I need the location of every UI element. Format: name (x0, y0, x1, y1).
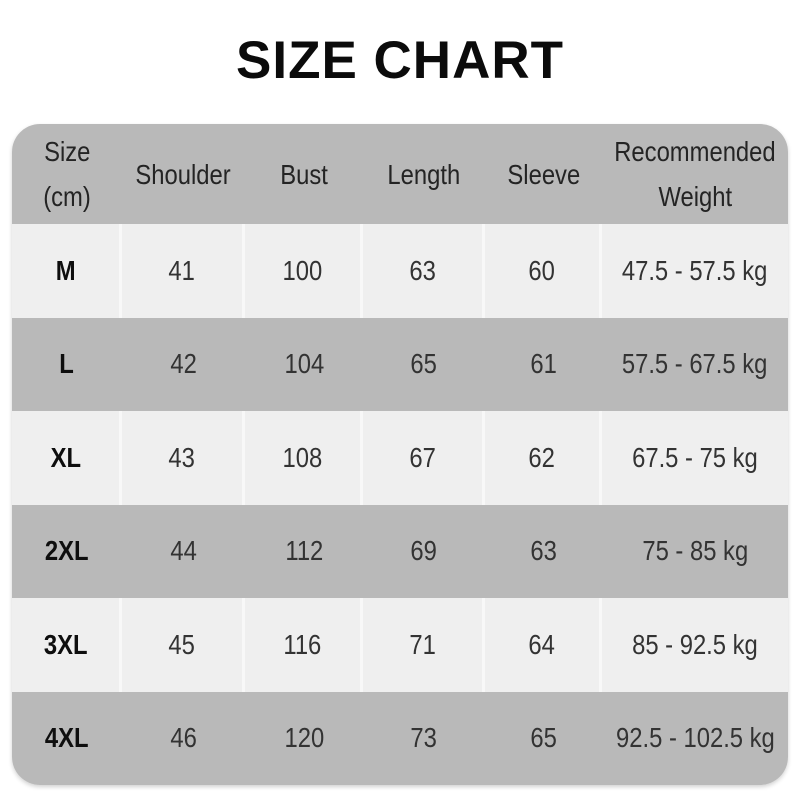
cell-size: XL (12, 411, 122, 505)
cell-length: 67 (363, 411, 485, 505)
cell-bust: 120 (284, 722, 324, 754)
table-row-l: L 42 104 65 61 57.5 - 67.5 kg (12, 317, 788, 411)
cell-weight: 47.5 - 57.5 kg (622, 254, 768, 286)
cell-sleeve: 65 (530, 722, 557, 754)
table-row-3xl: 3XL 45 116 71 64 85 - 92.5 kg (12, 598, 788, 692)
cell-length: 71 (363, 598, 485, 692)
cell-sleeve: 61 (530, 348, 557, 380)
column-header-size-line1: Size (43, 136, 91, 167)
cell-shoulder: 45 (122, 598, 245, 692)
table-row-xl: XL 43 108 67 62 67.5 - 75 kg (12, 411, 788, 505)
cell-length: 63 (363, 224, 485, 318)
cell-sleeve: 62 (485, 411, 602, 505)
column-header-size-line2: (cm) (43, 181, 91, 212)
column-header-size: Size (cm) (12, 124, 122, 224)
cell-sleeve: 63 (530, 535, 557, 567)
cell-bust: 108 (245, 411, 363, 505)
page-title: SIZE CHART (236, 31, 564, 90)
size-chart-table: Size (cm) Shoulder Bust Length Sleeve Re… (12, 124, 788, 785)
cell-size: M (12, 224, 122, 318)
column-header-weight-line1: Recommended (614, 136, 776, 167)
cell-sleeve: 64 (485, 598, 602, 692)
cell-length: 69 (410, 535, 438, 567)
column-header-bust: Bust (280, 158, 328, 190)
cell-bust: 104 (284, 348, 324, 380)
cell-sleeve: 60 (485, 224, 602, 318)
cell-weight: 67.5 - 75 kg (632, 441, 758, 473)
column-header-length: Length (387, 158, 461, 190)
cell-length: 73 (410, 722, 438, 754)
cell-length: 65 (410, 348, 438, 380)
cell-size: 3XL (12, 598, 122, 692)
cell-weight: 85 - 92.5 kg (632, 628, 758, 660)
column-header-shoulder: Shoulder (135, 158, 232, 190)
cell-weight: 75 - 85 kg (642, 535, 748, 567)
column-header-weight: Recommended Weight (602, 124, 788, 224)
cell-shoulder: 44 (170, 535, 197, 567)
cell-size: 2XL (45, 535, 89, 567)
column-header-sleeve: Sleeve (507, 158, 580, 190)
cell-shoulder: 43 (122, 411, 245, 505)
cell-bust: 112 (285, 535, 323, 567)
cell-bust: 116 (245, 598, 363, 692)
cell-shoulder: 41 (122, 224, 245, 318)
cell-size: 4XL (45, 722, 89, 754)
table-header-row: Size (cm) Shoulder Bust Length Sleeve Re… (12, 124, 788, 224)
cell-size: L (59, 348, 75, 380)
column-header-weight-line2: Weight (658, 181, 732, 212)
table-row-m: M 41 100 63 60 47.5 - 57.5 kg (12, 224, 788, 318)
table-row-4xl: 4XL 46 120 73 65 92.5 - 102.5 kg (12, 691, 788, 785)
cell-shoulder: 46 (170, 722, 197, 754)
cell-bust: 100 (245, 224, 363, 318)
cell-weight: 92.5 - 102.5 kg (615, 722, 775, 754)
cell-shoulder: 42 (170, 348, 197, 380)
cell-weight: 57.5 - 67.5 kg (622, 348, 768, 380)
table-row-2xl: 2XL 44 112 69 63 75 - 85 kg (12, 504, 788, 598)
